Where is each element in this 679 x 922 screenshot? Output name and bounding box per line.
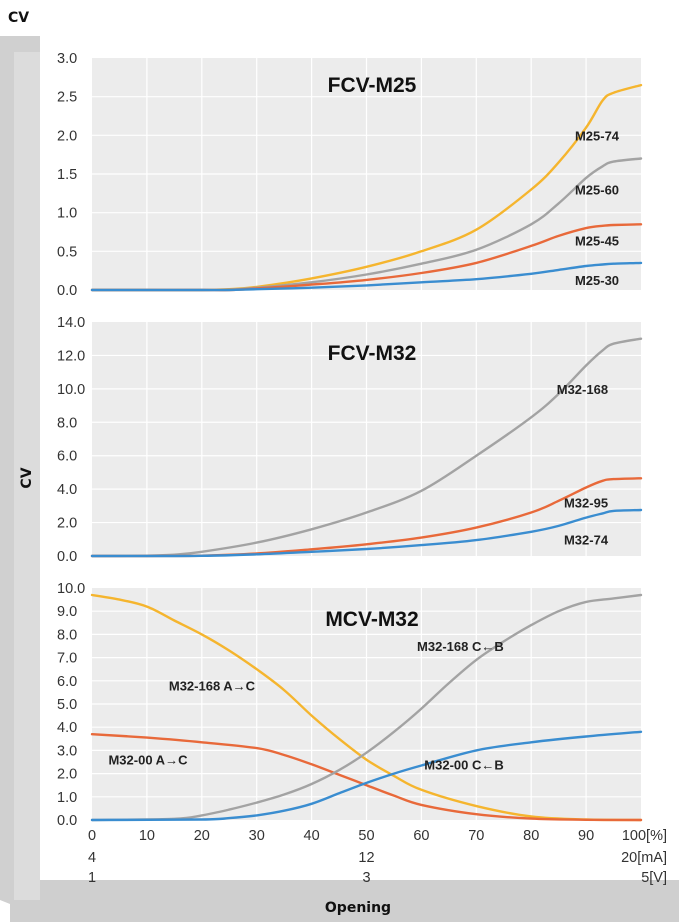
x-tick-label-ma: 20[mA]: [621, 850, 667, 866]
y-axis-title-side: CV: [19, 467, 35, 488]
series-line: [90, 261, 643, 292]
y-tick-label: 6.0: [57, 674, 77, 690]
x-axis: 0 10 20 30 40 50 60 70 80 90 100[%] 4 12 20[mA] 1 3 5[V]: [88, 828, 667, 886]
x-tick-label: 100[%]: [622, 828, 667, 844]
x-tick-label: 80: [523, 828, 539, 844]
y-tick-label: 12.0: [57, 348, 85, 364]
y-tick-label: 1.0: [57, 790, 77, 806]
x-tick-label: 50: [358, 828, 374, 844]
y-tick-label: 1.0: [57, 206, 77, 222]
bevel-shade: [14, 52, 40, 900]
panel-mcv-m32: 0.0 1.0 2.0 3.0 4.0 5.0 6.0 7.0 8.0 9.0 10.0 MCV-M3…: [57, 581, 643, 829]
x-tick-label: 0: [88, 828, 96, 844]
series-line: [90, 593, 643, 822]
y-tick-label: 2.5: [57, 90, 77, 106]
series-label: M25-74: [575, 128, 620, 143]
y-tick-label: 10.0: [57, 581, 85, 597]
x-tick-label: 30: [249, 828, 265, 844]
panel-title: FCV-M25: [328, 74, 417, 97]
y-tick-label: 4.0: [57, 720, 77, 736]
y-axis-title-top: CV: [8, 10, 29, 26]
series-line: [90, 730, 643, 822]
bevel-bottom: [10, 880, 679, 922]
x-tick-label: 10: [139, 828, 155, 844]
y-tick-label: 1.5: [57, 167, 77, 183]
x-tick-label: 20: [194, 828, 210, 844]
x-tick-label: 40: [304, 828, 320, 844]
y-tick-label: 0.0: [57, 549, 77, 565]
x-tick-label: 90: [578, 828, 594, 844]
series-line: [90, 337, 643, 558]
y-tick-label: 2.0: [57, 128, 77, 144]
y-tick-label: 0.5: [57, 244, 77, 260]
y-tick-label: 2.0: [57, 767, 77, 783]
y-tick-label: 8.0: [57, 627, 77, 643]
y-tick-label: 3.0: [57, 51, 77, 67]
x-tick-label-v: 1: [88, 870, 96, 886]
y-tick-label: 2.0: [57, 516, 77, 532]
x-tick-label-ma: 4: [88, 850, 96, 866]
x-tick-label-ma: 12: [358, 850, 374, 866]
y-tick-label: 4.0: [57, 482, 77, 498]
x-tick-label: 70: [468, 828, 484, 844]
series-label: M32-168 C←B: [417, 639, 504, 654]
panel-fcv-m32: 0.0 2.0 4.0 6.0 8.0 10.0 12.0 14.0 FCV-M32 M32-16…: [57, 315, 643, 565]
x-tick-label-v: 3: [362, 870, 370, 886]
y-tick-label: 0.0: [57, 283, 77, 299]
y-tick-label: 8.0: [57, 415, 77, 431]
series-label: M32-95: [564, 496, 608, 511]
y-tick-label: 9.0: [57, 604, 77, 620]
panel-title: MCV-M32: [325, 608, 418, 631]
series-label: M25-30: [575, 273, 619, 288]
y-tick-label: 14.0: [57, 315, 85, 331]
series-label: M32-00 A→C: [108, 753, 188, 768]
y-tick-label: 0.0: [57, 813, 77, 829]
series-label: M25-45: [575, 234, 619, 249]
series-label: M32-168 A→C: [169, 678, 256, 693]
series-line: [90, 508, 643, 558]
x-tick-label-v: 5[V]: [641, 870, 667, 886]
y-tick-label: 10.0: [57, 382, 85, 398]
x-tick-label: 60: [413, 828, 429, 844]
series-label: M32-74: [564, 532, 609, 547]
y-tick-label: 6.0: [57, 449, 77, 465]
y-tick-label: 3.0: [57, 743, 77, 759]
panel-title: FCV-M32: [328, 342, 417, 365]
panel-fcv-m25: 0.0 0.5 1.0 1.5 2.0 2.5 3.0 FCV-M25 M25-74 M25-60…: [57, 51, 643, 299]
series-line: [90, 593, 643, 822]
panels: 0.0 0.5 1.0 1.5 2.0 2.5 3.0 FCV-M25 M25-74 M25-60…: [57, 51, 643, 829]
x-axis-title: Opening: [325, 900, 391, 916]
y-tick-label: 5.0: [57, 697, 77, 713]
series-label: M32-168: [557, 382, 608, 397]
series-line: [90, 733, 643, 822]
y-tick-label: 7.0: [57, 651, 77, 667]
series-label: M32-00 C←B: [424, 757, 503, 772]
series-label: M25-60: [575, 182, 619, 197]
